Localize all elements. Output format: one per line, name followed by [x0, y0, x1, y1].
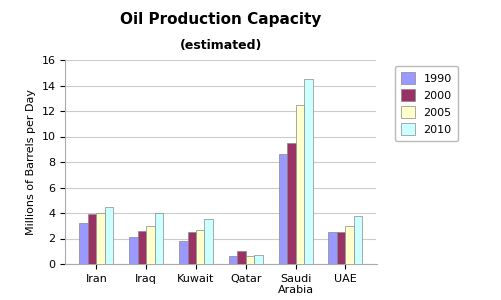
Text: (estimated): (estimated): [179, 39, 262, 52]
Text: Oil Production Capacity: Oil Production Capacity: [120, 12, 321, 27]
Bar: [154, 213, 163, 264]
Bar: [237, 251, 245, 264]
Bar: [245, 256, 254, 264]
Bar: [195, 230, 204, 264]
Bar: [88, 214, 96, 264]
Bar: [129, 237, 137, 264]
Bar: [96, 213, 105, 264]
Legend: 1990, 2000, 2005, 2010: 1990, 2000, 2005, 2010: [394, 66, 457, 141]
Bar: [179, 241, 187, 264]
Bar: [204, 219, 212, 264]
Y-axis label: Millions of Barrels per Day: Millions of Barrels per Day: [26, 89, 36, 235]
Bar: [353, 215, 362, 264]
Bar: [228, 256, 237, 264]
Bar: [336, 232, 345, 264]
Bar: [278, 154, 287, 264]
Bar: [105, 207, 113, 264]
Bar: [328, 232, 336, 264]
Bar: [146, 226, 154, 264]
Bar: [287, 143, 295, 264]
Bar: [304, 79, 312, 264]
Bar: [345, 226, 353, 264]
Bar: [137, 231, 146, 264]
Bar: [254, 255, 262, 264]
Bar: [79, 223, 88, 264]
Bar: [187, 232, 195, 264]
Bar: [295, 105, 304, 264]
